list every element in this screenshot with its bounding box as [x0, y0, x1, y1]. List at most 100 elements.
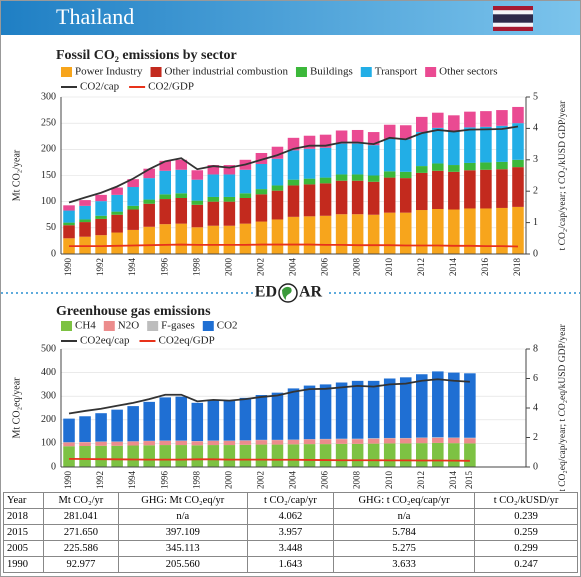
- bar-segment: [175, 445, 188, 467]
- bar-segment: [143, 203, 155, 227]
- bar-segment: [464, 443, 476, 467]
- bar-segment: [255, 163, 268, 190]
- bar-segment: [63, 205, 75, 211]
- table-row: Year Mt CO₂/yr GHG: Mt CO₂eq/yr t CO₂/cap/y…: [2, 492, 578, 509]
- y2-tick-label: 0: [533, 461, 538, 472]
- bar-segment: [287, 179, 300, 186]
- bar-segment: [416, 172, 428, 211]
- legend-swatch: [202, 321, 214, 331]
- bar-segment: [223, 400, 236, 441]
- bar-segment: [399, 171, 412, 179]
- table-cell: 3.633: [333, 556, 476, 573]
- bar-segment: [287, 137, 300, 151]
- legend-swatch: [61, 321, 72, 331]
- bar-segment: [239, 444, 252, 467]
- bar-segment: [95, 215, 107, 219]
- bar-segment: [448, 171, 460, 210]
- y2-tick-label: 4: [533, 402, 538, 413]
- bar-segment: [367, 175, 380, 182]
- x-tick-label: 1992: [95, 471, 105, 489]
- bar-segment: [255, 444, 268, 467]
- bar-segment: [367, 443, 380, 467]
- x-tick-label: 2015: [464, 471, 474, 490]
- bar-segment: [95, 194, 107, 202]
- bar-segment: [367, 181, 380, 215]
- table-cell: 271.650: [43, 524, 119, 541]
- y-tick-label: 300: [41, 91, 56, 102]
- line-series: [69, 457, 470, 462]
- bar-segment: [175, 159, 188, 170]
- y2-tick-label: 5: [533, 91, 538, 102]
- bar-segment: [335, 439, 348, 444]
- y-axis-label: Mt CO₂/year: [11, 149, 22, 201]
- bar-segment: [367, 145, 380, 176]
- y2-tick-label: 2: [533, 432, 538, 443]
- bar-segment: [351, 380, 364, 439]
- bar-segment: [175, 223, 188, 254]
- bar-segment: [271, 158, 284, 186]
- bar-segment: [111, 214, 123, 233]
- bar-segment: [319, 215, 332, 254]
- bar-segment: [448, 130, 460, 166]
- bar-segment: [127, 229, 139, 254]
- legend-label: Power Industry: [75, 66, 143, 78]
- table-cell: 281.041: [43, 508, 119, 525]
- bar-segment: [287, 185, 300, 217]
- bar-segment: [159, 440, 171, 446]
- bar-segment: [448, 115, 460, 131]
- bar-segment: [512, 123, 524, 160]
- bar-segment: [191, 170, 204, 180]
- bar-segment: [303, 216, 316, 254]
- bar-segment: [416, 116, 428, 133]
- table-cell: 5.275: [333, 540, 476, 557]
- table-cell: 3.957: [246, 524, 335, 541]
- bar-segment: [175, 440, 188, 446]
- bar-segment: [351, 129, 364, 144]
- x-tick-label: 2008: [352, 471, 362, 490]
- bar-segment: [351, 180, 364, 215]
- bar-segment: [159, 224, 171, 254]
- bar-segment: [383, 212, 396, 254]
- legend-label: F-gases: [161, 320, 195, 332]
- logo-land: [282, 286, 292, 300]
- bar-segment: [79, 205, 91, 220]
- bar-segment: [63, 418, 75, 443]
- bar-segment: [448, 443, 460, 467]
- bar-segment: [480, 111, 492, 127]
- bar-segment: [432, 127, 444, 164]
- x-tick-label: 2002: [255, 471, 265, 489]
- x-tick-label: 1998: [191, 258, 201, 277]
- x-tick-label: 1990: [63, 258, 73, 277]
- chart-title: Greenhouse gas emissions: [56, 304, 211, 319]
- bar-segment: [512, 106, 524, 124]
- y2-tick-label: 1: [533, 217, 538, 228]
- y-tick-label: 200: [41, 144, 56, 155]
- bar-segment: [79, 445, 91, 467]
- bar-segment: [143, 401, 155, 441]
- bar-segment: [303, 178, 316, 185]
- bar-segment: [223, 174, 236, 197]
- bar-segment: [496, 125, 508, 162]
- y-axis-label: Mt CO₂eq/year: [11, 377, 22, 439]
- bar-segment: [271, 392, 284, 440]
- bar-segment: [319, 444, 332, 467]
- bar-segment: [464, 208, 476, 254]
- bar-segment: [79, 219, 91, 223]
- bar-segment: [319, 183, 332, 216]
- logo-text: AR: [299, 284, 323, 301]
- legend-label: Other sectors: [439, 66, 497, 78]
- bar-segment: [319, 177, 332, 184]
- bar-segment: [271, 185, 284, 191]
- bar-segment: [127, 445, 139, 467]
- x-tick-label: 1996: [159, 471, 169, 490]
- y-tick-label: 300: [41, 390, 56, 401]
- table-cell: 3.448: [246, 540, 335, 557]
- legend-swatch: [150, 67, 162, 77]
- bar-segment: [207, 165, 220, 175]
- bar-segment: [496, 169, 508, 208]
- flag: [493, 6, 533, 31]
- bar-segment: [416, 210, 428, 254]
- bar-segment: [255, 194, 268, 222]
- table-row: 2018 281.041 n/a 4.062 n/a 0.239: [2, 508, 578, 525]
- bar-segment: [111, 445, 123, 467]
